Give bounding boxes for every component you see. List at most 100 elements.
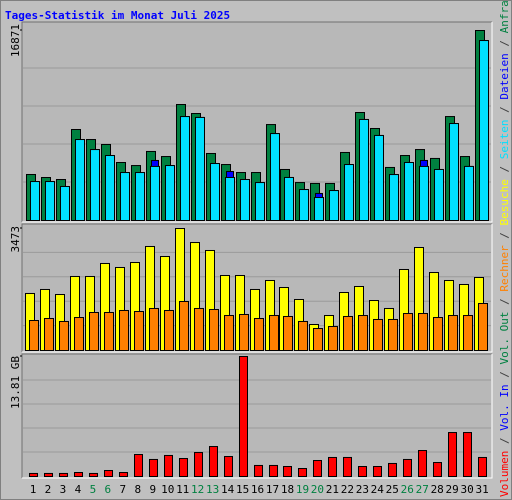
bar <box>313 328 323 352</box>
x-tick-label: 10 <box>161 483 174 496</box>
x-tick-label: 27 <box>416 483 429 496</box>
y-tick-label: 16871 <box>9 24 22 57</box>
bar <box>120 172 130 221</box>
bar <box>30 181 40 221</box>
legend-entry: Rechner <box>498 245 511 292</box>
legend-entry: Dateien <box>498 53 511 99</box>
bar <box>449 123 459 221</box>
bar <box>59 472 68 478</box>
x-tick-label: 2 <box>45 483 52 496</box>
legend-entry: Seiten <box>498 119 511 159</box>
x-tick-label: 15 <box>236 483 249 496</box>
x-tick-label: 3 <box>60 483 67 496</box>
bar <box>105 155 115 222</box>
bar <box>374 134 384 222</box>
bar <box>59 320 69 351</box>
bar <box>389 174 399 221</box>
bar <box>29 320 39 352</box>
bar <box>479 40 489 221</box>
legend-separator: / <box>498 431 511 451</box>
x-tick-label: 31 <box>475 483 488 496</box>
x-tick-label: 14 <box>221 483 235 496</box>
x-tick-label: 22 <box>341 483 354 496</box>
bar <box>149 458 158 478</box>
bar <box>29 472 38 478</box>
x-tick-label: 20 <box>311 483 324 496</box>
bar <box>239 356 248 477</box>
plot-border <box>22 224 493 353</box>
x-tick-label: 9 <box>149 483 156 496</box>
x-tick-label: 11 <box>176 483 189 496</box>
x-tick-label: 21 <box>326 483 339 496</box>
bar <box>434 168 444 221</box>
bar <box>298 468 307 478</box>
bar <box>239 313 249 351</box>
y-tick-label: 3473 <box>9 226 22 253</box>
bar <box>433 462 442 477</box>
legend: Volumen / Vol. In / Vol. Out / Rechner /… <box>498 0 511 497</box>
bar <box>164 309 174 351</box>
bar <box>284 176 294 221</box>
bar <box>314 197 324 221</box>
bar <box>388 318 398 352</box>
bar <box>149 307 159 351</box>
bar <box>89 472 98 478</box>
plot-border <box>22 354 493 479</box>
y-tick-label: 13.81 GB <box>9 356 22 409</box>
bar <box>328 456 337 477</box>
legend-entry: Besuche <box>498 179 511 225</box>
bar <box>404 162 414 221</box>
bar <box>359 118 369 221</box>
bar <box>165 165 175 222</box>
legend-separator: / <box>498 159 511 179</box>
x-tick-label: 19 <box>296 483 309 496</box>
bar <box>418 450 427 478</box>
plot-area <box>22 354 492 478</box>
bar <box>433 317 443 351</box>
legend-separator: / <box>498 100 511 120</box>
bar <box>478 456 487 477</box>
x-tick-label: 29 <box>446 483 459 496</box>
bar <box>119 309 129 351</box>
bar <box>194 452 203 477</box>
bar <box>464 165 474 222</box>
legend-separator: / <box>498 365 511 385</box>
x-tick-label: 24 <box>371 483 385 496</box>
bar <box>255 182 265 222</box>
bar <box>75 139 85 221</box>
bar <box>283 315 293 352</box>
x-tick-label: 18 <box>281 483 294 496</box>
x-tick-label: 5 <box>90 483 97 496</box>
plot-border <box>22 22 493 223</box>
bar <box>104 470 113 477</box>
x-tick-label: 30 <box>461 483 474 496</box>
plot-border <box>21 353 492 478</box>
bar <box>224 456 233 478</box>
bar <box>358 466 367 477</box>
bar <box>448 432 457 477</box>
bar <box>210 163 220 221</box>
bar <box>44 317 54 351</box>
bar <box>119 472 128 478</box>
bar <box>134 311 144 352</box>
bar <box>150 165 160 222</box>
legend-entry: Vol. Out <box>498 312 511 365</box>
x-tick-label: 17 <box>266 483 279 496</box>
bar <box>388 462 397 478</box>
x-tick-label: 4 <box>75 483 82 496</box>
bar <box>419 165 429 222</box>
bar <box>180 116 190 221</box>
bar <box>418 313 428 351</box>
bar <box>74 317 84 351</box>
bar <box>60 185 70 221</box>
bar <box>224 315 234 352</box>
bar <box>270 133 280 221</box>
bar <box>225 176 235 221</box>
bar <box>329 190 339 222</box>
bar <box>209 309 219 351</box>
bar <box>403 313 413 351</box>
plot-border <box>21 21 492 222</box>
x-tick-label: 7 <box>120 483 127 496</box>
